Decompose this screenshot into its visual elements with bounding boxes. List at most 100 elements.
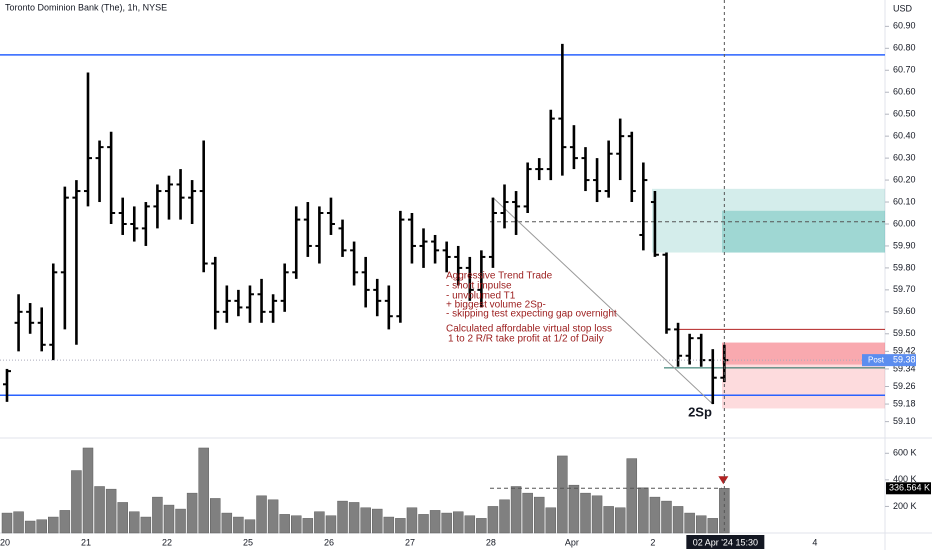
x-tick-label: 28 xyxy=(486,537,496,547)
annotation-line: + biggest volume 2Sp- xyxy=(446,300,546,311)
y-tick-label: 59.80 xyxy=(893,262,916,272)
volume-bar xyxy=(360,507,371,534)
post-label: Post xyxy=(868,355,885,364)
annotation-line: - unvolumed T1 xyxy=(446,291,516,302)
x-tick-label: 25 xyxy=(243,537,253,547)
volume-bar xyxy=(337,500,348,534)
volume-bar xyxy=(1,512,13,534)
volume-bar xyxy=(348,502,360,534)
target-core xyxy=(722,210,885,253)
x-tick-label: 27 xyxy=(405,537,415,547)
spike-label: 2Sp xyxy=(688,404,712,419)
x-tick-label: 26 xyxy=(324,537,334,547)
volume-bar xyxy=(545,507,557,534)
volume-bar xyxy=(36,519,47,534)
y-tick-label: 60.60 xyxy=(893,87,916,97)
y-tick-label: 60.70 xyxy=(893,65,916,75)
volume-bar xyxy=(557,455,568,534)
y-tick-label: 60.80 xyxy=(893,43,916,53)
volume-bar xyxy=(325,515,337,534)
volume-bar xyxy=(48,516,59,534)
volume-bar xyxy=(267,499,279,534)
y-tick-label: 59.50 xyxy=(893,328,916,338)
volume-bar xyxy=(672,506,684,534)
annotation-line: Calculated affordable virtual stop loss xyxy=(446,324,612,335)
volume-bar xyxy=(568,484,580,534)
y-tick-label: 59.34 xyxy=(893,363,916,373)
volume-bar xyxy=(452,511,464,534)
entry-zone xyxy=(722,342,885,365)
volume-last-label: 336.564 K xyxy=(889,483,930,493)
volume-bar xyxy=(210,498,221,534)
trend-line xyxy=(492,197,714,405)
annotation-line: 1 to 2 R/R take profit at 1/2 of Daily xyxy=(448,334,604,345)
x-tick-label: 2 xyxy=(650,537,655,547)
volume-bar xyxy=(429,510,441,534)
volume-bar xyxy=(71,470,82,534)
volume-bar xyxy=(186,492,198,534)
volume-bar xyxy=(522,492,533,534)
annotation-line: - short impulse xyxy=(446,281,512,292)
volume-bar xyxy=(591,495,603,534)
volume-bar xyxy=(13,511,24,534)
y-tick-label: 59.60 xyxy=(893,306,916,316)
volume-bar xyxy=(140,516,152,534)
volume-bar xyxy=(614,507,626,534)
x-tick-label: 4 xyxy=(812,537,817,547)
stop-zone xyxy=(722,342,885,409)
volume-bar xyxy=(464,515,476,534)
volume-bar xyxy=(395,518,406,534)
x-tick-label: 22 xyxy=(162,537,172,547)
volume-bar xyxy=(476,518,487,534)
y-tick-label: 59.26 xyxy=(893,381,916,391)
annotation-line: Aggressive Trend Trade xyxy=(446,271,553,282)
volume-bar xyxy=(661,500,672,534)
volume-bar xyxy=(418,514,429,534)
volume-bar xyxy=(510,486,522,534)
volume-bar xyxy=(302,518,314,534)
volume-bar xyxy=(707,518,719,534)
volume-bar xyxy=(626,458,638,534)
volume-bar xyxy=(24,520,36,534)
volume-arrow xyxy=(718,476,729,485)
volume-bar xyxy=(603,506,614,534)
volume-bar xyxy=(94,486,105,534)
cursor-tag xyxy=(686,535,765,549)
volume-bar xyxy=(684,512,695,534)
y-tick-label: 59.42 xyxy=(893,346,916,356)
volume-bar xyxy=(244,519,256,534)
annotation-line: - skipping test expecting gap overnight xyxy=(446,309,617,320)
volume-bar xyxy=(406,507,418,534)
volume-bar xyxy=(117,502,128,534)
y-tick-label: 60.00 xyxy=(893,218,916,228)
volume-bar xyxy=(499,499,510,534)
y-tick-label: 60.40 xyxy=(893,131,916,141)
volume-last-tag xyxy=(886,482,931,495)
y-tick-label: 60.20 xyxy=(893,174,916,184)
x-tick-label: 20 xyxy=(0,537,10,547)
volume-bar xyxy=(580,492,591,534)
target-zone xyxy=(652,188,885,253)
volume-bar xyxy=(163,504,175,534)
volume-bar xyxy=(175,508,186,534)
x-tick-label: 21 xyxy=(81,537,91,547)
volume-bar xyxy=(279,514,290,534)
v-tick-label: 200 K xyxy=(893,501,917,511)
y-tick-label: 60.30 xyxy=(893,152,916,162)
volume-bar xyxy=(233,516,244,534)
last-price-label: 59.38 xyxy=(893,355,916,365)
volume-bar xyxy=(695,515,707,534)
volume-bar xyxy=(638,487,649,534)
volume-bar xyxy=(59,510,71,534)
volume-bar xyxy=(291,515,302,534)
y-tick-label: 60.10 xyxy=(893,196,916,206)
volume-bar xyxy=(371,508,383,534)
y-tick-label: 59.10 xyxy=(893,416,916,426)
volume-bar xyxy=(533,496,545,534)
cursor-label: 02 Apr '24 15:30 xyxy=(693,537,758,547)
last-price-tag xyxy=(886,354,916,367)
v-tick-label: 600 K xyxy=(893,448,917,458)
volume-bar xyxy=(256,495,267,534)
